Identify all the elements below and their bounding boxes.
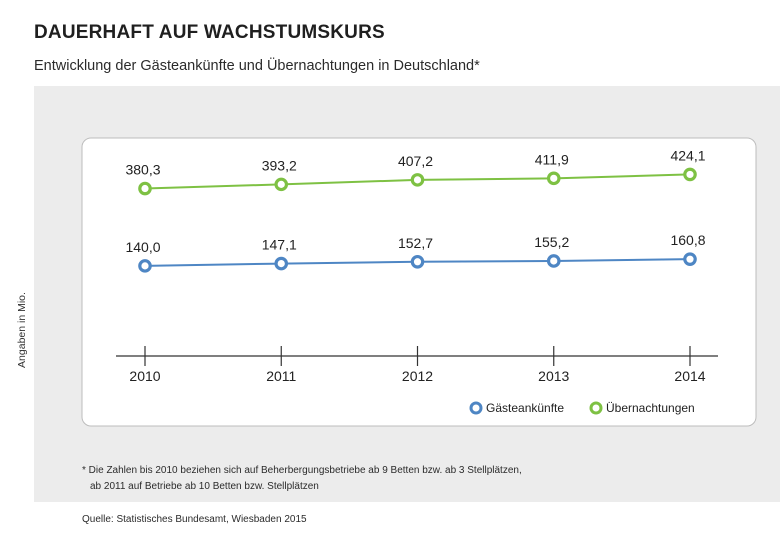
data-label: 393,2 [262,157,297,173]
chart-title: DAUERHAFT AUF WACHSTUMSKURS [34,22,385,43]
legend-marker [469,401,483,415]
legend-marker [589,401,603,415]
footnote-line-1: * Die Zahlen bis 2010 beziehen sich auf … [82,465,522,476]
data-point [274,256,289,271]
data-point [683,167,697,182]
x-tick-label: 2014 [674,368,705,384]
data-point [138,181,152,196]
footnote: * Die Zahlen bis 2010 beziehen sich auf … [82,463,522,495]
data-label: 140,0 [125,239,160,255]
x-tick-label: 2010 [129,368,160,384]
data-point [546,171,561,186]
data-label: 380,3 [125,162,160,178]
chart-subtitle: Entwicklung der Gästeankünfte und Überna… [34,58,480,74]
source-note: Quelle: Statistisches Bundesamt, Wiesbad… [82,514,307,525]
data-label: 155,2 [534,234,569,250]
legend-label: Übernachtungen [606,401,695,415]
data-label: 152,7 [398,235,433,251]
data-label: 160,8 [670,232,705,248]
data-label: 424,1 [670,147,705,163]
data-point [274,177,289,192]
x-tick-label: 2011 [266,368,296,384]
legend-label: Gästeankünfte [486,401,564,415]
data-label: 407,2 [398,153,433,169]
data-point [410,173,425,187]
x-tick-label: 2012 [402,368,433,384]
data-point [410,254,425,269]
data-point [683,252,697,266]
data-label: 411,9 [535,151,569,167]
plot-frame [81,137,757,427]
data-point [546,254,561,268]
x-tick-label: 2013 [538,368,569,384]
data-label: 147,1 [262,237,297,253]
footnote-line-2: ab 2011 auf Betriebe ab 10 Betten bzw. S… [90,481,319,492]
data-point [138,259,152,273]
